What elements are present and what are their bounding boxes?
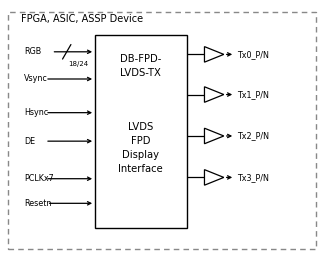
Text: LVDS
FPD
Display
Interface: LVDS FPD Display Interface [118, 122, 163, 174]
Text: DE: DE [24, 137, 35, 146]
Text: Tx2_P/N: Tx2_P/N [237, 132, 269, 140]
Text: DB-FPD-
LVDS-TX: DB-FPD- LVDS-TX [120, 54, 161, 78]
Polygon shape [204, 47, 224, 62]
Polygon shape [204, 87, 224, 102]
Text: Tx1_P/N: Tx1_P/N [237, 90, 269, 99]
Polygon shape [204, 170, 224, 185]
Text: Resetn: Resetn [24, 199, 52, 208]
Text: 18/24: 18/24 [69, 61, 89, 67]
Text: RGB: RGB [24, 47, 42, 56]
Text: PCLKx7: PCLKx7 [24, 174, 54, 183]
Polygon shape [204, 128, 224, 144]
Text: Vsync: Vsync [24, 75, 48, 83]
Text: Tx0_P/N: Tx0_P/N [237, 50, 269, 59]
Bar [95, 35, 187, 228]
Text: Tx3_P/N: Tx3_P/N [237, 173, 269, 182]
Text: Hsync: Hsync [24, 108, 48, 117]
Text: FPGA, ASIC, ASSP Device: FPGA, ASIC, ASSP Device [21, 14, 143, 24]
